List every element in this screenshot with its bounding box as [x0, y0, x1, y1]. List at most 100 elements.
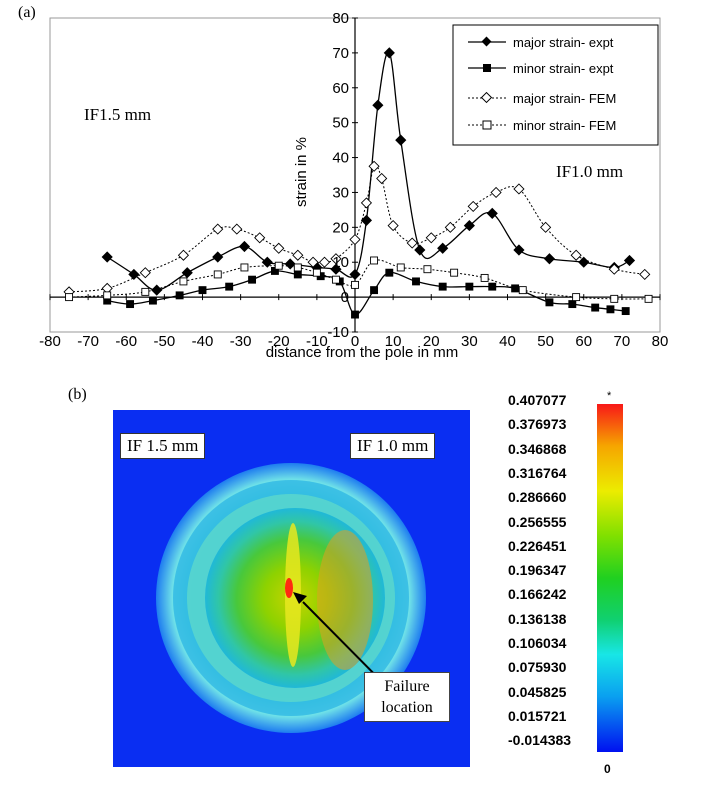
data-point-minor-strain-expt	[198, 286, 207, 295]
colorbar-value-label: 0.075930	[508, 659, 567, 676]
data-point-major-strain-fem	[368, 160, 380, 172]
x-tick-label: -20	[268, 333, 290, 350]
colorbar-value-label: 0.045825	[508, 683, 567, 700]
data-point-minor-strain-fem	[370, 256, 379, 265]
data-point-minor-strain-expt	[225, 282, 234, 291]
colorbar-value-label: 0.015721	[508, 707, 567, 724]
data-point-major-strain-expt	[284, 258, 296, 270]
colorbar-value-label: 0.286660	[508, 489, 567, 506]
x-tick-label: 0	[351, 333, 359, 350]
colorbar-value-label: 0.106034	[508, 635, 567, 651]
data-point-minor-strain-fem	[450, 268, 459, 277]
data-point-major-strain-expt	[395, 134, 407, 146]
legend: major strain- expt minor strain- expt ma…	[452, 24, 659, 146]
x-tick-label: -60	[115, 333, 137, 350]
legend-label-major-expt: major strain- expt	[513, 35, 614, 50]
data-point-major-strain-fem	[212, 223, 224, 235]
x-tick-label: -40	[192, 333, 214, 350]
data-point-major-strain-expt	[578, 256, 590, 268]
data-point-minor-strain-fem	[644, 294, 653, 303]
colorbar-value-label: 0.316764	[508, 464, 567, 481]
data-point-major-strain-expt	[513, 244, 525, 256]
x-tick-label: 60	[575, 333, 592, 350]
annotation-if10: IF1.0 mm	[556, 162, 623, 181]
colorbar	[597, 404, 623, 752]
data-point-major-strain-fem	[349, 233, 361, 246]
data-point-minor-strain-expt	[126, 300, 135, 309]
data-point-minor-strain-fem	[274, 261, 283, 270]
y-tick-label: 60	[332, 80, 349, 97]
data-point-major-strain-fem	[540, 221, 552, 233]
data-point-major-strain-expt	[623, 254, 636, 267]
data-point-major-strain-fem	[292, 249, 304, 261]
data-point-major-strain-fem	[273, 242, 285, 254]
data-point-minor-strain-fem	[610, 294, 619, 303]
failure-location-box: Failure location	[364, 672, 450, 722]
data-point-major-strain-fem	[101, 282, 113, 294]
x-tick-label: 80	[652, 333, 669, 350]
data-point-minor-strain-expt	[465, 282, 474, 291]
data-point-minor-strain-fem	[65, 293, 74, 302]
colorbar-bottom-marker: 0	[604, 762, 611, 776]
x-tick-label: 50	[537, 333, 554, 350]
data-point-major-strain-expt	[212, 251, 224, 263]
data-point-major-strain-expt	[360, 214, 373, 226]
data-point-minor-strain-expt	[148, 296, 157, 305]
data-point-minor-strain-fem	[213, 270, 222, 279]
y-tick-label: 80	[332, 10, 349, 27]
failure-line-2: location	[381, 699, 433, 716]
data-point-minor-strain-expt	[606, 305, 615, 314]
failure-arrow-head	[293, 592, 307, 604]
data-point-major-strain-fem	[406, 237, 418, 249]
data-point-major-strain-expt	[463, 220, 475, 232]
data-point-minor-strain-fem	[312, 268, 321, 277]
strain-contour-image	[113, 410, 470, 767]
data-point-major-strain-fem	[307, 256, 319, 268]
data-point-major-strain-fem	[376, 172, 388, 185]
tag-if10: IF 1.0 mm	[350, 433, 436, 459]
data-point-major-strain-fem	[139, 267, 151, 279]
data-point-minor-strain-expt	[412, 277, 420, 286]
failure-spot	[285, 578, 293, 598]
data-point-major-strain-fem	[608, 263, 620, 275]
data-point-minor-strain-expt	[488, 282, 497, 291]
x-tick-label: 40	[499, 333, 516, 350]
data-point-minor-strain-fem	[518, 286, 527, 295]
colorbar-top-marker: *	[607, 390, 612, 402]
data-point-major-strain-fem	[444, 221, 456, 233]
data-point-major-strain-expt	[349, 268, 361, 281]
data-point-minor-strain-fem	[293, 263, 302, 272]
data-point-major-strain-fem	[387, 220, 399, 232]
x-tick-label: -30	[230, 333, 252, 350]
chart-tick-labels: -80 -70 -60 -50 -40 -30 -20 -10 0 10 20 30 40 50 60 70 8…	[39, 10, 668, 350]
legend-label-major-fem: major strain- FEM	[513, 91, 616, 106]
data-point-major-strain-expt	[543, 253, 556, 265]
y-tick-label: 70	[332, 45, 349, 62]
colorbar-value-label: 0.166242	[508, 586, 567, 603]
data-point-minor-strain-expt	[568, 300, 577, 309]
right-hot-zone	[317, 530, 373, 670]
data-point-major-strain-fem	[467, 200, 479, 212]
series-line-minor-strain-expt	[107, 270, 626, 316]
failure-line-1: Failure	[384, 678, 430, 695]
data-point-minor-strain-expt	[621, 307, 630, 316]
data-point-minor-strain-fem	[240, 263, 249, 272]
x-tick-label: 10	[385, 333, 402, 350]
center-stripe	[285, 523, 301, 667]
colorbar-value-label: 0.196347	[508, 562, 567, 579]
x-tick-label: 70	[614, 333, 631, 350]
legend-marker-minor-expt	[483, 64, 491, 72]
data-point-minor-strain-expt	[175, 291, 184, 300]
legend-label-minor-fem: minor strain- FEM	[513, 118, 616, 133]
data-point-major-strain-fem	[231, 223, 243, 235]
data-point-minor-strain-fem	[396, 263, 405, 272]
x-tick-label: 20	[423, 333, 440, 350]
y-tick-label: 20	[332, 219, 349, 236]
data-point-minor-strain-fem	[480, 273, 489, 282]
y-tick-label: -10	[327, 324, 349, 341]
data-point-major-strain-expt	[261, 256, 273, 268]
x-axis-label: distance from the pole in mm	[266, 344, 459, 361]
legend-marker-major-fem	[480, 91, 493, 104]
data-point-major-strain-expt	[414, 244, 426, 256]
data-point-minor-strain-expt	[545, 298, 554, 307]
